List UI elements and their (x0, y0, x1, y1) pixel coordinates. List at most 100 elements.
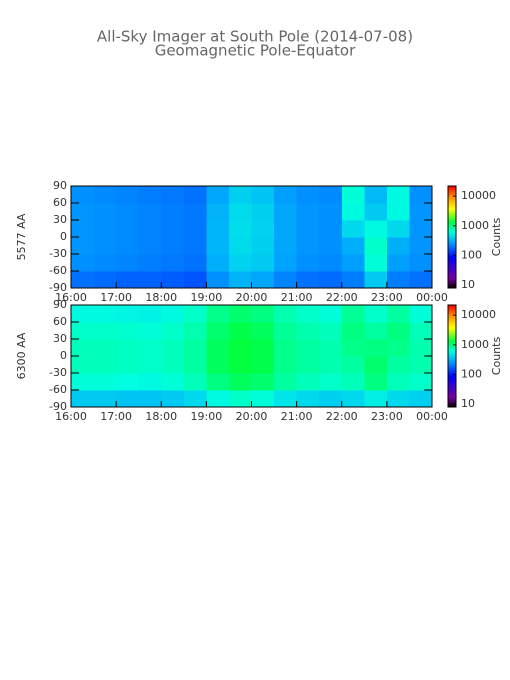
colorbar-tick-label: 10 (461, 397, 475, 410)
colorbar-segment (448, 257, 456, 260)
colorbar-segment (448, 344, 456, 347)
heatmap-cell (341, 220, 365, 238)
heatmap-cell (319, 271, 343, 289)
heatmap-cell (319, 322, 343, 340)
colorbar-segment (448, 274, 456, 277)
heatmap-cell (341, 203, 365, 221)
heatmap-cell (93, 356, 117, 374)
heatmap-cell (251, 356, 275, 374)
colorbar-segment (448, 403, 456, 406)
heatmap-cell (161, 254, 185, 272)
heatmap-cell (296, 220, 320, 238)
colorbar-segment (448, 400, 456, 403)
y-tick-label: -60 (49, 264, 67, 277)
heatmap-cell (183, 322, 207, 340)
colorbar-segment (448, 337, 456, 340)
colorbar-segment (448, 354, 456, 357)
colorbar-segment (448, 192, 456, 195)
heatmap-cell (251, 237, 275, 255)
heatmap-cell (138, 237, 162, 255)
colorbar-segment (448, 214, 456, 218)
colorbar-segment (448, 194, 456, 197)
heatmap-cell (409, 390, 433, 408)
heatmap-cell (386, 186, 410, 204)
heatmap-cell (319, 220, 343, 238)
heatmap-cell (93, 186, 117, 204)
heatmap-cell (71, 271, 95, 289)
heatmap-cell (116, 203, 140, 221)
colorbar-segment (448, 228, 456, 231)
heatmap-cell (341, 356, 365, 374)
heatmap-cell (319, 356, 343, 374)
heatmap-cell (206, 390, 230, 408)
colorbar-segment (448, 405, 456, 408)
heatmap-cell (228, 220, 252, 238)
x-tick-label: 21:00 (281, 410, 313, 423)
heatmap-cell (386, 356, 410, 374)
heatmap-cell (296, 356, 320, 374)
heatmap-cell (93, 339, 117, 357)
heatmap-cell (206, 305, 230, 323)
colorbar-segment (448, 197, 456, 201)
heatmap-cell (319, 237, 343, 255)
colorbar-segment (448, 306, 456, 309)
heatmap-cell (183, 390, 207, 408)
heatmap-cell (251, 203, 275, 221)
colorbar-segment (448, 255, 456, 258)
heatmap-cell (296, 339, 320, 357)
heatmap-cell (93, 237, 117, 255)
heatmap-cell (138, 220, 162, 238)
heatmap-cell (296, 186, 320, 204)
chart-title: All-Sky Imager at South Pole (2014-07-08… (97, 28, 413, 46)
colorbar-segment (448, 265, 456, 269)
heatmap-cell (161, 390, 185, 408)
heatmap-cell (341, 305, 365, 323)
colorbar-segment (448, 379, 456, 382)
colorbar-segment (448, 322, 456, 325)
heatmap-cell (364, 339, 388, 357)
colorbar-segment (448, 395, 456, 398)
heatmap-cell (274, 254, 298, 272)
heatmap-cell (341, 254, 365, 272)
heatmap-cell (206, 220, 230, 238)
heatmap-cell (93, 271, 117, 289)
heatmap-cell (274, 186, 298, 204)
heatmap-cell (183, 203, 207, 221)
y-tick-label: -30 (49, 366, 67, 379)
colorbar-segment (448, 325, 456, 328)
colorbar-segment (448, 371, 456, 374)
heatmap-cell (364, 186, 388, 204)
heatmap-cell (296, 390, 320, 408)
heatmap-cell (296, 305, 320, 323)
colorbar-segment (448, 225, 456, 228)
colorbar-segment (448, 242, 456, 245)
heatmap-cell (386, 305, 410, 323)
heatmap-cell (183, 356, 207, 374)
colorbar-segment (448, 201, 456, 204)
colorbar-segment (448, 311, 456, 314)
heatmap-cell (183, 305, 207, 323)
heatmap-cell (116, 356, 140, 374)
heatmap-cell (409, 254, 433, 272)
colorbar-segment (448, 276, 456, 279)
heatmap-cell (364, 305, 388, 323)
colorbar-segment (448, 206, 456, 209)
heatmap-cell (71, 356, 95, 374)
heatmap-cell (364, 237, 388, 255)
heatmap-cell (116, 322, 140, 340)
heatmap-cell (409, 322, 433, 340)
heatmap-cell (296, 237, 320, 255)
heatmap-cell (228, 356, 252, 374)
heatmap-cell (228, 322, 252, 340)
colorbar-segment (448, 235, 456, 238)
x-tick-label: 22:00 (326, 410, 358, 423)
heatmap-cell (409, 356, 433, 374)
heatmap-cell (138, 373, 162, 391)
colorbar-segment (448, 286, 456, 289)
heatmap-cell (274, 271, 298, 289)
heatmap-cell (183, 237, 207, 255)
y-tick-label: 60 (53, 315, 67, 328)
colorbar-segment (448, 226, 456, 229)
heatmap-cell (161, 373, 185, 391)
